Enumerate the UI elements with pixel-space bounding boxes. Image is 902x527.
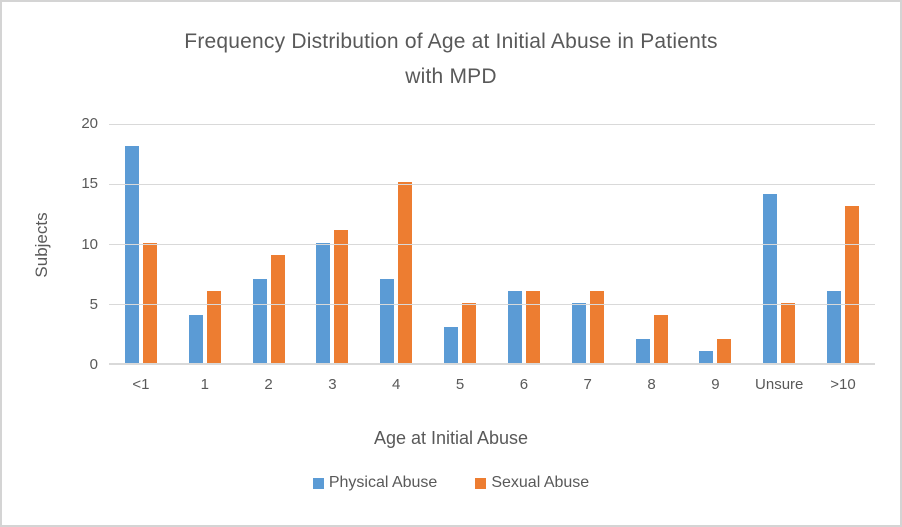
legend-swatch-sexual-abuse	[475, 477, 487, 489]
bar-physical-abuse-1	[188, 314, 203, 363]
plot-area	[109, 123, 875, 365]
x-tick-label-5: 5	[455, 376, 465, 393]
gridline-10	[109, 244, 875, 245]
legend: Physical Abuse Sexual Abuse	[2, 474, 900, 492]
y-tick-label-20: 20	[81, 115, 98, 132]
x-tick-label-8: 8	[647, 376, 656, 393]
bar-physical-abuse-3	[316, 242, 331, 363]
category-slot-8	[620, 124, 684, 363]
category-slot-2	[237, 124, 301, 363]
bar-sexual-abuse-10	[845, 206, 860, 363]
x-tick-label-unsure: Unsure	[755, 376, 804, 393]
legend-item-sexual-abuse: Sexual Abuse	[475, 474, 589, 492]
bar-physical-abuse-8	[635, 338, 650, 363]
x-tick-label-4: 4	[392, 376, 401, 393]
y-tick-label-10: 10	[81, 235, 98, 253]
x-tick-label-1: 1	[200, 376, 209, 393]
x-tick-label-10: >10	[830, 376, 856, 393]
bar-sexual-abuse-1	[142, 242, 157, 363]
bar-sexual-abuse-7	[589, 290, 604, 363]
category-slot-9	[683, 124, 747, 363]
y-axis-labels: 0 5 10 15 20	[60, 2, 98, 525]
gridline-5	[109, 304, 875, 306]
gridline-20	[109, 123, 875, 125]
x-tick-label-2: 2	[264, 376, 273, 393]
bar-physical-abuse-9	[699, 350, 714, 363]
bar-physical-abuse-10	[827, 290, 842, 363]
legend-label-sexual-abuse: Sexual Abuse	[491, 474, 590, 491]
gridline-15	[109, 183, 875, 185]
category-slot-5	[428, 124, 492, 363]
bar-physical-abuse-1	[124, 146, 139, 363]
category-slot-4	[364, 124, 428, 363]
x-tick-label-7: 7	[583, 376, 592, 393]
bar-sexual-abuse-6	[525, 290, 540, 363]
chart-title-line-1: Frequency Distribution of Age at Initial…	[184, 30, 718, 53]
chart-title-line-2: with MPD	[405, 65, 497, 88]
bar-sexual-abuse-8	[653, 314, 668, 363]
x-axis-title: Age at Initial Abuse	[373, 428, 529, 448]
y-tick-label-5: 5	[89, 295, 98, 313]
x-tick-label-9: 9	[711, 376, 720, 393]
y-tick-label-15: 15	[81, 175, 98, 193]
category-slot-unsure	[747, 124, 811, 363]
y-axis-title-text: Subjects	[32, 212, 51, 278]
bar-physical-abuse-7	[571, 302, 586, 363]
bar-slots	[109, 124, 875, 363]
category-slot-7	[556, 124, 620, 363]
legend-item-physical-abuse: Physical Abuse	[312, 474, 438, 492]
bar-sexual-abuse-2	[270, 254, 285, 363]
bar-sexual-abuse-5	[462, 302, 477, 363]
category-slot-6	[492, 124, 556, 363]
bar-sexual-abuse-1	[206, 290, 221, 363]
bar-sexual-abuse-3	[334, 230, 349, 363]
x-tick-label-3: 3	[328, 376, 337, 393]
bar-sexual-abuse-9	[717, 338, 732, 363]
chart-title: Frequency Distribution of Age at Initial…	[2, 24, 900, 94]
x-tick-label-6: 6	[519, 376, 529, 393]
y-tick-label-0: 0	[89, 356, 98, 373]
bar-sexual-abuse-unsure	[781, 302, 796, 363]
bar-physical-abuse-5	[444, 326, 459, 363]
bar-physical-abuse-2	[252, 278, 267, 363]
x-tick-label-1: <1	[132, 376, 150, 393]
bar-physical-abuse-4	[380, 278, 395, 363]
category-slot-1	[109, 124, 173, 363]
x-axis-labels: <1 1 2 3 4 5 6 7 8 9 Unsure >10	[109, 376, 875, 393]
legend-label-physical-abuse: Physical Abuse	[328, 474, 438, 491]
bar-sexual-abuse-4	[398, 182, 413, 363]
bar-physical-abuse-6	[507, 290, 522, 363]
category-slot-3	[300, 124, 364, 363]
legend-swatch-physical-abuse	[312, 477, 324, 489]
category-slot-1	[173, 124, 237, 363]
bar-physical-abuse-unsure	[763, 194, 778, 363]
category-slot-10	[811, 124, 875, 363]
